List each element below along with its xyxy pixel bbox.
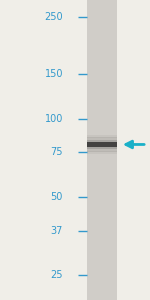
Text: 50: 50 [51, 192, 63, 202]
Text: 75: 75 [51, 147, 63, 157]
Bar [87, 0, 117, 300]
Text: 150: 150 [45, 69, 63, 79]
Bar [87, 137, 117, 140]
Bar [87, 140, 117, 142]
Bar [87, 142, 117, 147]
Text: 37: 37 [51, 226, 63, 236]
Bar [87, 151, 117, 154]
Text: 25: 25 [51, 270, 63, 280]
Text: 250: 250 [44, 12, 63, 22]
Bar [87, 135, 117, 138]
Bar [87, 147, 117, 149]
Text: 100: 100 [45, 114, 63, 124]
Bar [87, 149, 117, 152]
